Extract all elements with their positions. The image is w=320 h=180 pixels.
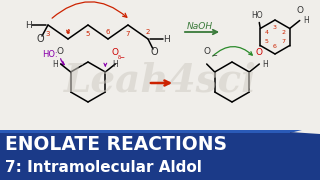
Text: 4: 4 xyxy=(265,30,269,35)
Text: 3: 3 xyxy=(46,31,50,37)
Text: 6: 6 xyxy=(106,29,110,35)
Text: O: O xyxy=(112,48,119,57)
FancyArrowPatch shape xyxy=(60,59,64,65)
Polygon shape xyxy=(290,132,320,180)
FancyArrowPatch shape xyxy=(213,47,252,56)
Text: 2: 2 xyxy=(146,29,150,35)
Text: H: H xyxy=(25,21,31,30)
Text: ENOLATE REACTIONS: ENOLATE REACTIONS xyxy=(5,136,227,154)
FancyArrowPatch shape xyxy=(52,2,127,18)
Text: δ−: δ− xyxy=(117,55,125,60)
Text: 7: 7 xyxy=(281,39,285,44)
Text: O: O xyxy=(56,47,63,56)
Text: O: O xyxy=(296,6,303,15)
Text: O: O xyxy=(203,47,210,56)
Text: HO:: HO: xyxy=(42,50,58,59)
Text: NaOH: NaOH xyxy=(187,21,213,30)
Polygon shape xyxy=(290,132,320,134)
Text: 6: 6 xyxy=(273,44,277,49)
Text: −: − xyxy=(212,53,218,59)
Text: O: O xyxy=(36,34,44,44)
Text: O: O xyxy=(256,48,263,57)
Text: O: O xyxy=(150,47,158,57)
Text: H: H xyxy=(262,60,268,69)
Text: H: H xyxy=(52,60,58,69)
Text: 5: 5 xyxy=(265,39,269,44)
Text: 5: 5 xyxy=(86,31,90,37)
Text: H: H xyxy=(112,60,118,69)
Text: HO: HO xyxy=(252,10,263,19)
Text: 3: 3 xyxy=(273,25,277,30)
Polygon shape xyxy=(0,132,320,180)
Text: 7: 7 xyxy=(126,31,130,37)
Text: 7: Intramolecular Aldol: 7: Intramolecular Aldol xyxy=(5,159,202,174)
Polygon shape xyxy=(0,130,302,133)
Text: H: H xyxy=(164,35,170,44)
Text: 4: 4 xyxy=(66,29,70,35)
Text: 2: 2 xyxy=(281,30,285,35)
Text: H: H xyxy=(303,16,308,25)
Text: Leah4sci: Leah4sci xyxy=(64,61,256,99)
